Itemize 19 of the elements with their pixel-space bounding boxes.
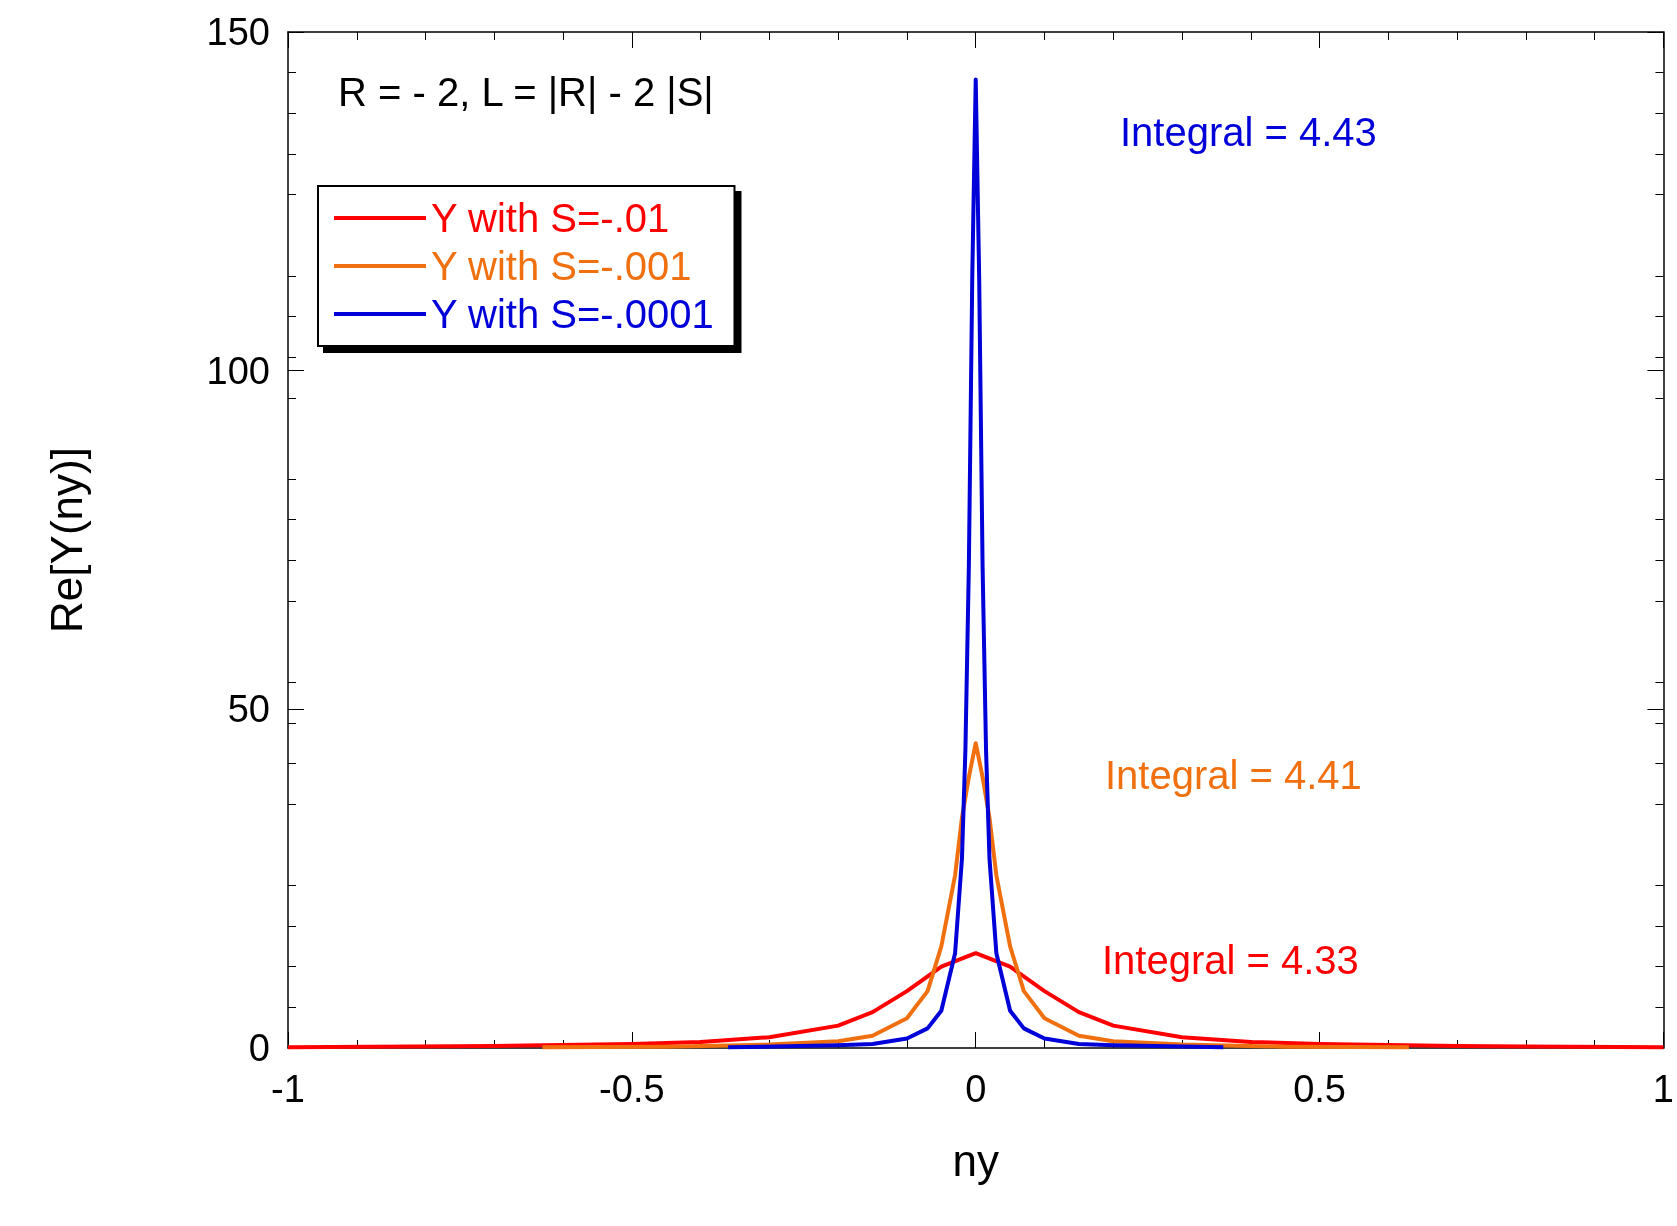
x-axis-title: ny [952,1135,999,1185]
x-tick-label: 0 [965,1068,987,1110]
x-tick-label: -0.5 [599,1068,665,1110]
y-tick-label: 100 [206,349,270,392]
x-tick-label: 0.5 [1293,1068,1346,1110]
annotation: R = - 2, L = |R| - 2 |S| [338,70,714,114]
legend-label: Y with S=-.01 [431,196,670,240]
legend-label: Y with S=-.001 [431,244,692,288]
x-tick-label: -1 [271,1068,305,1110]
annotation: Integral = 4.41 [1105,753,1362,797]
y-tick-label: 150 [206,11,270,53]
x-tick-label: 1 [1652,1068,1674,1110]
annotation: Integral = 4.33 [1102,938,1359,982]
annotation: Integral = 4.43 [1120,110,1377,154]
legend-label: Y with S=-.0001 [431,292,714,336]
y-tick-label: 0 [248,1027,270,1069]
y-tick-label: 50 [227,688,270,731]
line-series [540,741,1411,1050]
y-axis-title: Re[Y(ny)] [41,447,91,633]
